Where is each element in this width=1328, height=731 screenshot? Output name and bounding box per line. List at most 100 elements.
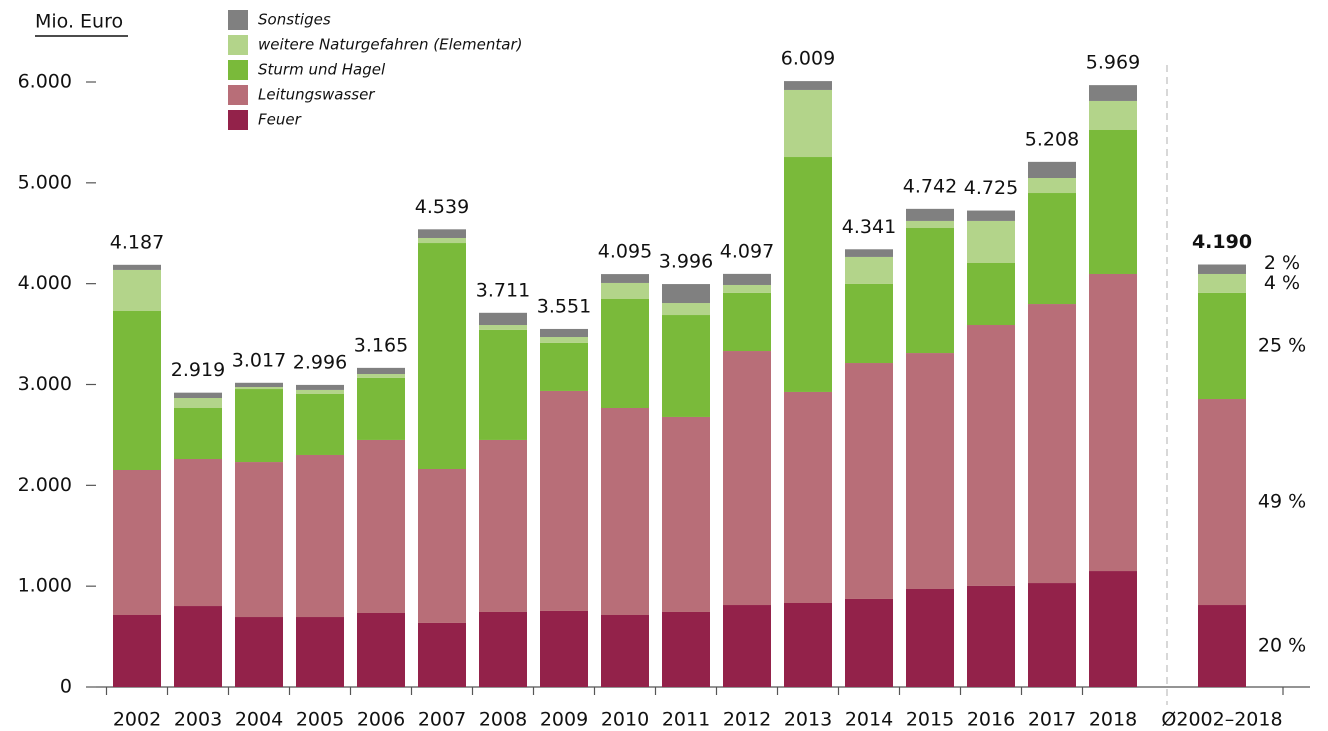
bar-segment <box>113 264 161 270</box>
bar-segment <box>113 269 161 311</box>
bar-segment <box>540 328 588 338</box>
bar-segment <box>662 611 710 687</box>
bar-segment <box>906 220 954 229</box>
total-label: 4.187 <box>110 231 164 253</box>
bar-segment <box>845 598 893 687</box>
bar-segment <box>1089 273 1137 572</box>
total-label: 3.551 <box>537 295 591 317</box>
bar-segment <box>906 208 954 221</box>
legend-label: Sonstiges <box>258 11 331 29</box>
bar-segment <box>1028 161 1076 178</box>
bar-segment <box>296 393 344 455</box>
bar-segment <box>906 353 954 589</box>
bar-segment <box>1198 264 1246 274</box>
total-label: 3.017 <box>232 349 286 371</box>
bar-segment <box>723 273 771 285</box>
bar-segment <box>1028 304 1076 584</box>
bar-segment <box>906 588 954 687</box>
x-tick-label: 2006 <box>357 709 405 731</box>
bar-segment <box>967 220 1015 263</box>
total-label: 6.009 <box>781 48 835 70</box>
bar-segment <box>479 329 527 440</box>
bar-segment <box>296 384 344 390</box>
legend-label: Leitungswasser <box>258 86 375 104</box>
y-axis-label: Mio. Euro <box>35 11 123 33</box>
y-tick-label: 3.000 <box>18 373 72 395</box>
share-label: 2 % <box>1264 252 1300 274</box>
bar-segment <box>357 439 405 613</box>
x-tick-label: 2004 <box>235 709 283 731</box>
bar-segment <box>784 391 832 604</box>
x-tick-label: 2017 <box>1028 709 1076 731</box>
y-tick-label: 5.000 <box>18 171 72 193</box>
bar-segment <box>601 615 649 687</box>
x-tick-label: 2015 <box>906 709 954 731</box>
bar-segment <box>235 382 283 388</box>
bar-segment <box>418 468 466 623</box>
bar-segment <box>113 310 161 471</box>
bar-segment <box>235 462 283 618</box>
bar-segment <box>113 615 161 687</box>
x-tick-label: 2003 <box>174 709 222 731</box>
bar-segment <box>845 256 893 284</box>
bar-segment <box>784 81 832 90</box>
total-label: 2.919 <box>171 359 225 381</box>
share-label: 49 % <box>1258 491 1306 513</box>
bar-segment <box>235 617 283 687</box>
bar-segment <box>967 325 1015 586</box>
bar-segment <box>357 612 405 687</box>
bar-segment <box>1198 605 1246 687</box>
bar-segment <box>662 315 710 417</box>
bar-segment <box>662 416 710 612</box>
y-tick-label: 0 <box>60 676 72 698</box>
legend-swatch <box>228 85 248 105</box>
bar-segment <box>1089 85 1137 101</box>
x-tick-label: 2010 <box>601 709 649 731</box>
total-label: 4.539 <box>415 196 469 218</box>
bar-segment <box>1028 583 1076 687</box>
bar-segment <box>967 210 1015 221</box>
total-label: 4.190 <box>1192 231 1252 253</box>
bar-segment <box>601 407 649 616</box>
total-label: 3.165 <box>354 334 408 356</box>
bar-segment <box>418 237 466 244</box>
bar-segment <box>784 89 832 158</box>
legend-label: Sturm und Hagel <box>258 61 386 79</box>
bar-segment <box>357 377 405 440</box>
bar-segment <box>845 363 893 599</box>
share-label: 25 % <box>1258 334 1306 356</box>
x-tick-label: 2013 <box>784 709 832 731</box>
x-tick-label: 2002 <box>113 709 161 731</box>
y-tick-label: 4.000 <box>18 272 72 294</box>
bar-segment <box>845 249 893 257</box>
bar-segment <box>479 439 527 612</box>
bar-segment <box>1089 571 1137 687</box>
total-label: 4.097 <box>720 240 774 262</box>
legend-swatch <box>228 10 248 30</box>
bar-segment <box>540 610 588 687</box>
x-tick-label: 2018 <box>1089 709 1137 731</box>
bar-segment <box>662 303 710 316</box>
bar-segment <box>418 229 466 238</box>
x-tick-label: 2008 <box>479 709 527 731</box>
total-label: 5.969 <box>1086 52 1140 74</box>
bar-segment <box>357 367 405 375</box>
x-tick-label: 2012 <box>723 709 771 731</box>
legend-label: Feuer <box>258 111 302 129</box>
total-label: 4.742 <box>903 175 957 197</box>
bar-segment <box>1089 100 1137 130</box>
bar-segment <box>723 284 771 293</box>
x-tick-label: 2009 <box>540 709 588 731</box>
legend-swatch <box>228 110 248 130</box>
bar-segment <box>1028 193 1076 305</box>
bar-segment <box>174 392 222 399</box>
bar-segment <box>967 262 1015 326</box>
bar-segment <box>1198 273 1246 293</box>
x-tick-label: 2007 <box>418 709 466 731</box>
x-tick-label: 2014 <box>845 709 893 731</box>
bar-segment <box>723 351 771 606</box>
bar-segment <box>1089 129 1137 274</box>
bar-segment <box>418 622 466 687</box>
x-tick-label: 2005 <box>296 709 344 731</box>
